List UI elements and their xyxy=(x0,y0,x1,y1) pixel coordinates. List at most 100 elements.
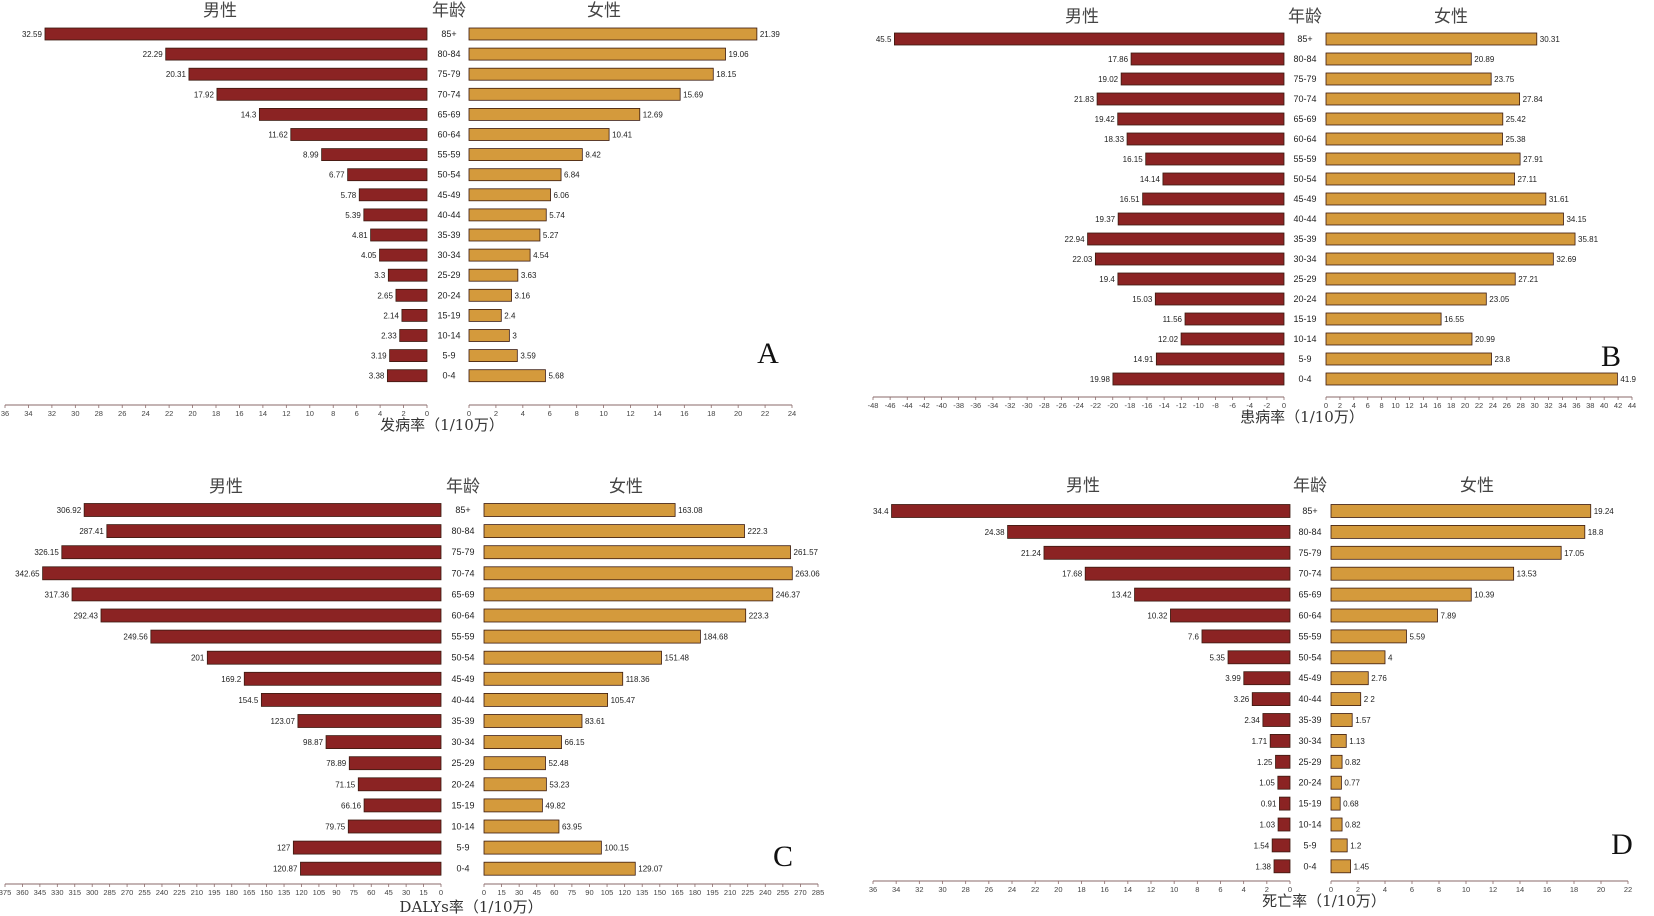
tick-label-female: 12 xyxy=(1489,885,1497,894)
tick-label-female: 14 xyxy=(653,409,661,418)
age-label-85+: 85+ xyxy=(1297,34,1312,44)
tick-label-male: 165 xyxy=(243,888,256,897)
tick-label-female: 4 xyxy=(1352,401,1356,410)
tick-label-male: -18 xyxy=(1124,401,1135,410)
age-label-70-74: 70-74 xyxy=(437,89,460,99)
bar-female-0-4 xyxy=(1330,859,1351,874)
bar-female-15-19 xyxy=(483,798,543,813)
tick-label-male: 30 xyxy=(402,888,410,897)
tick-label-male: -48 xyxy=(868,401,879,410)
bar-female-85+ xyxy=(1330,504,1592,518)
tick-label-female: 255 xyxy=(777,888,790,897)
value-label-male-10-14: 2.33 xyxy=(381,332,397,341)
tick-label-female: 18 xyxy=(1447,401,1455,410)
bar-female-65-69 xyxy=(1330,587,1472,602)
bar-female-60-64 xyxy=(483,608,747,623)
value-label-male-15-19: 11.56 xyxy=(1163,315,1183,324)
value-label-male-50-54: 201 xyxy=(191,654,205,663)
bar-female-5-9 xyxy=(1330,838,1348,853)
value-label-female-45-49: 118.36 xyxy=(626,675,650,684)
tick-label-male: 15 xyxy=(419,888,427,897)
tick-label-male: 300 xyxy=(86,888,99,897)
tick-label-female: 24 xyxy=(1489,401,1497,410)
tick-label-male: 225 xyxy=(173,888,186,897)
value-label-female-25-29: 27.21 xyxy=(1518,275,1539,284)
value-label-female-0-4: 129.07 xyxy=(638,865,663,874)
value-label-female-70-74: 27.84 xyxy=(1523,95,1544,104)
bar-female-40-44 xyxy=(1325,212,1564,226)
value-label-male-70-74: 17.68 xyxy=(1062,570,1083,579)
tick-label-male: 285 xyxy=(103,888,116,897)
tick-label-male: 24 xyxy=(141,409,149,418)
tick-label-male: 10 xyxy=(306,409,314,418)
tick-label-male: -40 xyxy=(936,401,947,410)
age-label-60-64: 60-64 xyxy=(437,130,460,140)
tick-label-female: 14 xyxy=(1419,401,1427,410)
age-label-45-49: 45-49 xyxy=(451,674,474,684)
tick-label-male: -10 xyxy=(1193,401,1204,410)
tick-label-male: -14 xyxy=(1159,401,1170,410)
bar-female-0-4 xyxy=(1325,372,1618,386)
bar-male-45-49 xyxy=(1142,192,1285,206)
tick-label-male: -24 xyxy=(1073,401,1084,410)
age-label-60-64: 60-64 xyxy=(1298,611,1321,621)
tick-label-female: 16 xyxy=(1433,401,1441,410)
value-label-female-15-19: 49.82 xyxy=(545,801,566,810)
tick-label-male: 32 xyxy=(48,409,56,418)
tick-label-male: 14 xyxy=(1124,885,1132,894)
bar-male-85+ xyxy=(894,32,1285,46)
value-label-female-60-64: 25.38 xyxy=(1506,135,1527,144)
bar-male-40-44 xyxy=(363,208,428,222)
tick-label-male: 16 xyxy=(235,409,243,418)
bar-male-45-49 xyxy=(1243,671,1291,686)
bar-female-40-44 xyxy=(483,693,609,707)
tick-label-male: 36 xyxy=(1,409,9,418)
tick-label-female: 0 xyxy=(467,409,471,418)
bar-female-70-74 xyxy=(1325,92,1521,106)
tick-label-female: 0 xyxy=(482,888,486,897)
bar-female-25-29 xyxy=(468,268,519,282)
age-label-5-9: 5-9 xyxy=(1303,840,1316,850)
value-label-female-35-39: 83.61 xyxy=(585,717,606,726)
value-label-male-45-49: 5.78 xyxy=(341,191,357,200)
value-label-male-20-24: 2.65 xyxy=(377,291,393,300)
value-label-male-5-9: 3.19 xyxy=(371,352,387,361)
bar-male-20-24 xyxy=(1277,775,1291,790)
tick-label-male: 32 xyxy=(915,885,923,894)
tick-label-male: 28 xyxy=(961,885,969,894)
value-label-female-45-49: 31.61 xyxy=(1549,195,1570,204)
bar-female-0-4 xyxy=(483,861,636,876)
panel-letter: C xyxy=(773,840,793,873)
bar-male-25-29 xyxy=(1117,272,1285,286)
tick-label-female: 45 xyxy=(533,888,541,897)
bar-male-55-59 xyxy=(321,148,428,162)
tick-label-female: 32 xyxy=(1544,401,1552,410)
bar-female-20-24 xyxy=(468,288,512,302)
age-label-20-24: 20-24 xyxy=(1298,778,1321,788)
panel-letter: A xyxy=(757,337,779,370)
tick-label-female: 26 xyxy=(1503,401,1511,410)
value-label-female-0-4: 1.45 xyxy=(1354,862,1370,871)
age-label-15-19: 15-19 xyxy=(437,310,460,320)
age-label-40-44: 40-44 xyxy=(451,695,474,705)
tick-label-male: 4 xyxy=(378,409,382,418)
tick-label-male: 12 xyxy=(282,409,290,418)
value-label-female-25-29: 52.48 xyxy=(549,759,570,768)
value-label-female-40-44: 105.47 xyxy=(611,696,636,705)
tick-label-male: 270 xyxy=(121,888,134,897)
header-male: 男性 xyxy=(209,477,243,497)
tick-label-female: 2 xyxy=(494,409,498,418)
bar-female-70-74 xyxy=(1330,566,1515,581)
value-label-male-65-69: 317.36 xyxy=(45,590,70,599)
age-label-55-59: 55-59 xyxy=(437,150,460,160)
tick-label-female: 0 xyxy=(1324,401,1328,410)
tick-label-male: 28 xyxy=(95,409,103,418)
bar-female-15-19 xyxy=(468,308,502,322)
tick-label-female: 30 xyxy=(1530,401,1538,410)
tick-label-female: 34 xyxy=(1558,401,1566,410)
bar-female-40-44 xyxy=(1330,692,1362,706)
value-label-male-85+: 306.92 xyxy=(57,506,82,515)
value-label-female-20-24: 3.16 xyxy=(515,291,531,300)
tick-label-female: 42 xyxy=(1614,401,1622,410)
value-label-male-25-29: 78.89 xyxy=(326,759,347,768)
